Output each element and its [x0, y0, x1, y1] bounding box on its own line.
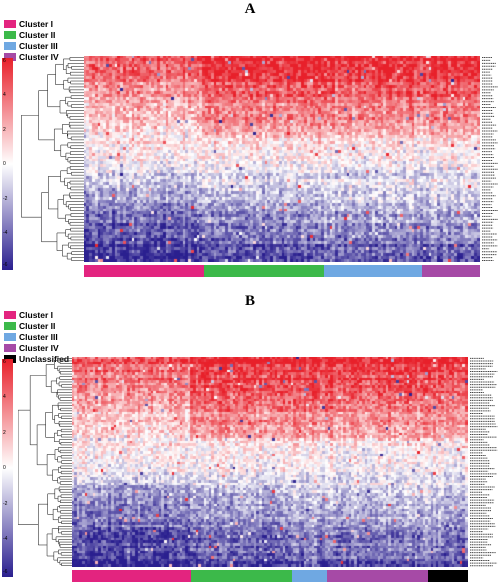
legend-label: Cluster II: [19, 30, 56, 40]
legend-item: Cluster I: [4, 310, 69, 320]
row-labels: [470, 357, 498, 567]
legend-swatch: [4, 333, 16, 341]
legend-swatch: [4, 53, 16, 61]
cluster-segment: [327, 570, 429, 582]
color-scale-tick: -4: [3, 536, 8, 542]
legend-label: Unclassified: [19, 354, 70, 364]
color-scale-tick: 2: [3, 127, 6, 133]
cluster-segment: [422, 265, 480, 277]
heatmap: [72, 357, 468, 567]
heatmap: [84, 56, 480, 262]
legend: Cluster I Cluster II Cluster III Cluster…: [4, 310, 69, 365]
color-scale-gradient: [2, 58, 13, 270]
color-scale-tick: -4: [3, 230, 8, 236]
panel-label: A: [244, 1, 256, 17]
cluster-segment: [72, 570, 192, 582]
legend-label: Cluster III: [19, 41, 58, 51]
legend-item: Cluster IV: [4, 52, 59, 62]
legend-swatch: [4, 20, 16, 28]
cluster-annotation-bar: [84, 265, 480, 277]
panel-a: A Cluster I Cluster II Cluster III Clust…: [0, 0, 500, 284]
legend-swatch: [4, 311, 16, 319]
color-scale-bar: 6 4 2 0 -2 -4 -6: [2, 58, 13, 270]
legend: Cluster I Cluster II Cluster III Cluster…: [4, 19, 59, 63]
legend-item: Cluster IV: [4, 343, 69, 353]
color-scale-tick: -2: [3, 196, 8, 202]
color-scale-tick: -6: [3, 569, 8, 575]
legend-swatch: [4, 344, 16, 352]
color-scale-gradient: [2, 359, 13, 577]
cluster-segment: [428, 570, 468, 582]
legend-label: Cluster III: [19, 332, 58, 342]
color-scale-tick: 4: [3, 92, 6, 98]
color-scale-tick: 6: [3, 58, 6, 64]
legend-label: Cluster IV: [19, 52, 59, 62]
cluster-segment: [323, 265, 423, 277]
legend-label: Cluster I: [19, 310, 54, 320]
color-scale-tick: 2: [3, 430, 6, 436]
cluster-segment: [84, 265, 204, 277]
cluster-segment: [191, 570, 293, 582]
cluster-segment: [292, 570, 328, 582]
legend-item: Cluster II: [4, 30, 59, 40]
panel-b: B Cluster I Cluster II Cluster III Clust…: [0, 293, 500, 586]
color-scale-tick: 4: [3, 394, 6, 400]
legend-item: Cluster I: [4, 19, 59, 29]
legend-label: Cluster IV: [19, 343, 59, 353]
legend-swatch: [4, 322, 16, 330]
color-scale-tick: -6: [3, 262, 8, 268]
row-dendrogram: [21, 57, 84, 261]
legend-label: Cluster I: [19, 19, 54, 29]
legend-item: Cluster III: [4, 332, 69, 342]
cluster-segment: [203, 265, 324, 277]
color-scale-tick: 0: [3, 161, 6, 167]
row-labels: [482, 56, 498, 262]
legend-item: Cluster II: [4, 321, 69, 331]
legend-swatch: [4, 42, 16, 50]
legend-item: Cluster III: [4, 41, 59, 51]
color-scale-bar: 6 4 2 0 -2 -4 -6: [2, 359, 13, 577]
cluster-annotation-bar: [72, 570, 468, 582]
color-scale-tick: 0: [3, 465, 6, 471]
color-scale-tick: -2: [3, 501, 8, 507]
panel-label: B: [244, 293, 255, 309]
color-scale-tick: 6: [3, 359, 6, 365]
row-dendrogram: [18, 358, 72, 566]
legend-label: Cluster II: [19, 321, 56, 331]
legend-swatch: [4, 31, 16, 39]
